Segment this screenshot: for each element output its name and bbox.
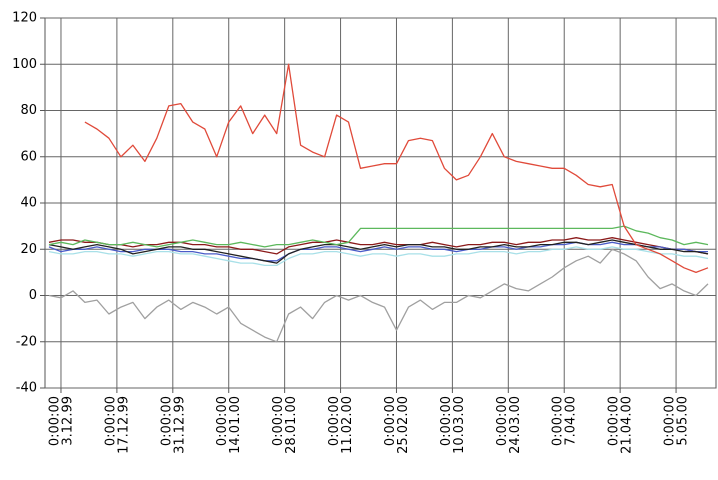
x-tick-label: 0:00:00 [663,396,678,446]
x-tick-label: 0:00:00 [159,396,174,446]
x-tick-label: 25.02.00 [396,396,411,454]
x-tick-label: 0:00:00 [103,396,118,446]
y-tick-label: -40 [16,381,37,396]
x-tick-label: 24.03.00 [508,396,523,454]
x-tick-label: 0:00:00 [271,396,286,446]
x-tick-label: 11.02.00 [340,396,355,454]
series-line [48,225,709,248]
x-tick-label: 17.12.99 [116,396,131,454]
y-tick-label: 80 [20,103,37,118]
x-tick-label: 14.01.00 [228,396,243,454]
x-tick-label: 0:00:00 [327,396,342,446]
y-tick-label: 40 [20,196,37,211]
y-tick-label: 120 [12,11,37,26]
x-tick-label: 0:00:00 [47,396,62,446]
series-line [48,237,709,255]
x-tick-label: 0:00:00 [607,396,622,446]
x-tick-label: 0:00:00 [551,396,566,446]
series-line [48,248,709,343]
y-tick-label: 60 [20,149,37,164]
series-line [48,239,709,264]
x-tick-label: 0:00:00 [495,396,510,446]
y-tick-label: 0 [29,288,37,303]
y-tick-label: 20 [20,242,37,257]
x-tick-label: 3.12.99 [60,396,75,446]
series-line [84,63,709,274]
x-tick-label: 7.04.00 [564,396,579,446]
x-tick-label: 5.05.00 [676,396,691,446]
y-tick-label: 100 [12,57,37,72]
x-tick-label: 21.04.00 [620,396,635,454]
x-tick-label: 31.12.99 [172,396,187,454]
x-tick-label: 10.03.00 [452,396,467,454]
series-line [48,246,709,267]
x-tick-label: 0:00:00 [439,396,454,446]
x-tick-label: 0:00:00 [383,396,398,446]
y-tick-label: -20 [16,334,37,349]
x-tick-label: 0:00:00 [215,396,230,446]
x-tick-label: 28.01.00 [284,396,299,454]
